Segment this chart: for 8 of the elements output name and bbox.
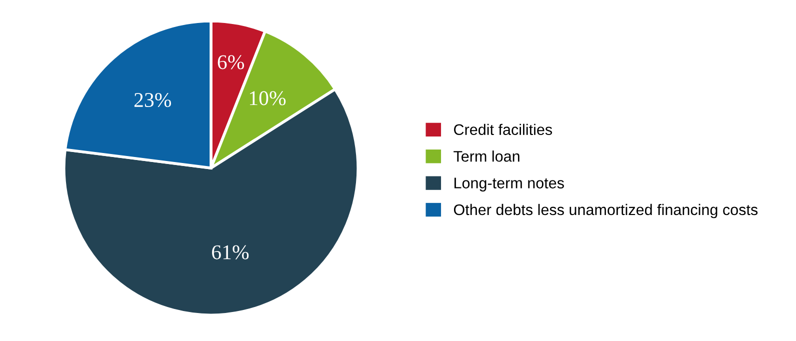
data-label: 10% — [250, 91, 286, 106]
data-label: 23% — [134, 92, 172, 108]
data-label: 61% — [212, 245, 249, 260]
data-label: 6% — [218, 55, 244, 70]
legend-label: Long-term notes — [454, 178, 564, 192]
legend-label: Other debts less unamortized financing costs — [454, 204, 758, 218]
legend-label: Term loan — [454, 150, 520, 162]
legend-label: Credit facilities — [454, 124, 552, 136]
